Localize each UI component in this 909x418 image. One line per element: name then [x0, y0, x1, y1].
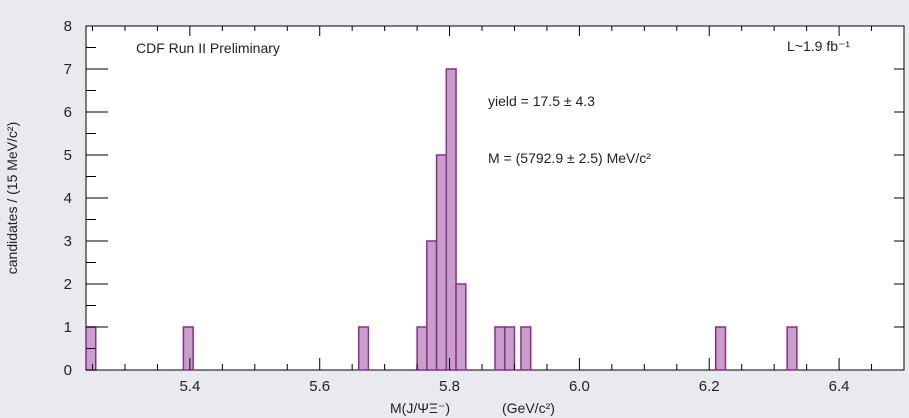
- luminosity-label: L~1.9 fb⁻¹: [787, 38, 850, 54]
- histogram-bar-1: [182, 326, 194, 371]
- x-axis-label: M(J/ΨΞ⁻): [390, 400, 450, 416]
- histogram-bar-7: [455, 283, 467, 371]
- x-tick-label: 6.0: [569, 378, 590, 395]
- x-tick-label: 5.4: [179, 378, 200, 395]
- y-tick-label: 5: [64, 147, 72, 164]
- y-axis-ticks: 0 1 2 3 4 5 6 7 8: [64, 18, 904, 379]
- y-tick-label: 8: [64, 18, 72, 35]
- x-tick-label: 6.4: [829, 378, 850, 395]
- y-tick-label: 0: [64, 362, 72, 379]
- histogram-bar-8: [494, 326, 506, 371]
- x-axis-ticks: 5.4 5.6 5.8 6.0 6.2 6.4: [91, 26, 905, 395]
- y-tick-label: 7: [64, 61, 72, 78]
- experiment-label: CDF Run II Preliminary: [136, 40, 280, 56]
- y-axis-label: candidates / (15 MeV/c²): [4, 122, 20, 275]
- histogram-bar-9: [503, 326, 516, 371]
- histogram-bar-4: [426, 240, 438, 371]
- histogram-bar-11: [714, 326, 727, 371]
- y-tick-label: 4: [64, 190, 72, 207]
- x-tick-label: 6.2: [699, 378, 720, 395]
- histogram-bars: [85, 68, 798, 371]
- y-tick-label: 2: [64, 276, 72, 293]
- histogram-bar-3: [416, 326, 428, 371]
- y-tick-label: 6: [64, 104, 72, 121]
- x-tick-label: 5.6: [309, 378, 330, 395]
- y-tick-label: 1: [64, 319, 72, 336]
- x-tick-label: 5.8: [439, 378, 460, 395]
- histogram-bar-2: [357, 326, 370, 371]
- histogram-bar-10: [520, 326, 532, 371]
- yield-annotation: yield = 17.5 ± 4.3: [488, 93, 595, 109]
- y-tick-label: 3: [64, 233, 72, 250]
- plot-area: [85, 25, 905, 371]
- x-axis-unit: (GeV/c²): [502, 400, 555, 416]
- histogram-bar-6: [445, 68, 457, 371]
- mass-annotation: M = (5792.9 ± 2.5) MeV/c²: [488, 150, 651, 166]
- histogram-bar-12: [786, 326, 798, 371]
- histogram-bar-5: [435, 154, 448, 371]
